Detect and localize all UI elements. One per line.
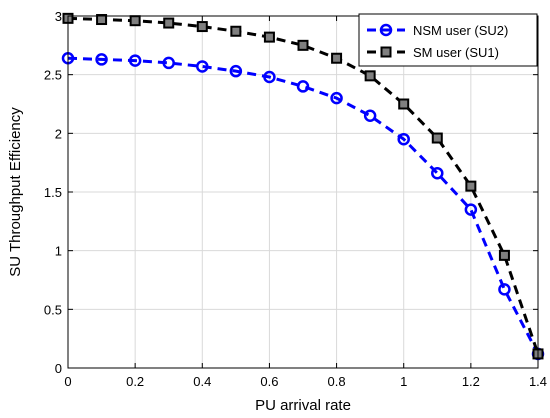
data-point: [363, 109, 377, 122]
y-tick-label: 2: [55, 126, 62, 141]
x-tick-label: 0: [64, 374, 71, 389]
data-point: [95, 53, 108, 66]
data-point: [431, 132, 443, 144]
data-point: [364, 70, 376, 82]
series-1: [61, 51, 545, 361]
data-point: [263, 70, 276, 84]
x-tick-label: 1.4: [529, 374, 547, 389]
x-tick-label: 0.2: [126, 374, 144, 389]
legend-entries: NSM user (SU2) SM user (SU1): [367, 23, 508, 60]
data-point: [163, 17, 175, 29]
x-tick-label: 0.8: [328, 374, 346, 389]
data-point: [128, 54, 142, 67]
data-point: [129, 15, 141, 27]
y-tick-label: 3: [55, 9, 62, 24]
legend-entry: NSM user (SU2): [367, 23, 508, 38]
data-point: [230, 25, 242, 37]
x-tick-label: 1.2: [462, 374, 480, 389]
data-point: [498, 249, 510, 261]
data-point: [398, 98, 410, 110]
y-tick-label: 1.5: [44, 185, 62, 200]
legend-label: NSM user (SU2): [413, 23, 508, 38]
data-point: [96, 14, 108, 26]
data-point: [331, 52, 343, 64]
legend-entry: SM user (SU1): [367, 45, 499, 60]
y-tick-label: 0.5: [44, 302, 62, 317]
y-tick-label: 1: [55, 244, 62, 259]
data-point: [397, 132, 410, 146]
grid: [68, 16, 538, 368]
y-tick-label: 2.5: [44, 68, 62, 83]
x-axis-label: PU arrival rate: [255, 397, 351, 414]
series-line: [67, 56, 540, 355]
x-tick-label: 0.4: [193, 374, 211, 389]
x-tick-label: 1: [400, 374, 407, 389]
data-point: [196, 21, 208, 33]
data-point: [297, 39, 309, 51]
data-point: [229, 64, 243, 78]
legend-label: SM user (SU1): [413, 45, 499, 60]
plot-frame: [67, 15, 539, 369]
data-point: [296, 80, 310, 93]
data-point: [263, 31, 275, 43]
series-line: [67, 16, 540, 355]
ticks: 0 0.2 0.4 0.6 0.8 1 1.2 1.4 0 0.5 1 1.5 2 2.5 3: [44, 9, 547, 389]
data-point: [431, 166, 444, 180]
data-point: [465, 180, 477, 192]
data-point: [498, 283, 511, 296]
legend-marker: [379, 23, 393, 37]
x-tick-label: 0.6: [260, 374, 278, 389]
data-point: [464, 203, 478, 216]
data-point: [196, 60, 209, 73]
y-tick-label: 0: [55, 361, 62, 376]
y-axis-label: SU Throughput Efficiency: [7, 107, 24, 277]
legend: NSM user (SU2) SM user (SU1): [358, 13, 538, 67]
data-point: [330, 91, 343, 105]
data-point: [162, 56, 175, 70]
legend-marker: [380, 46, 392, 58]
